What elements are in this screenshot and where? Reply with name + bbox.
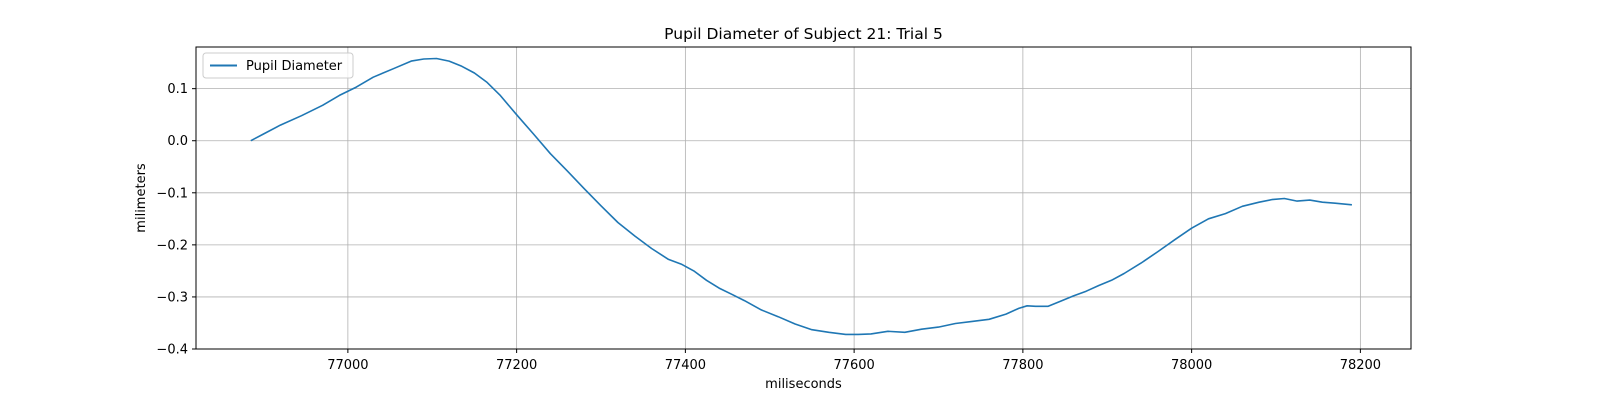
x-tick-label: 77400 [665, 358, 706, 373]
x-tick-label: 78000 [1171, 358, 1212, 373]
series-line-pupil-diameter [250, 57, 1352, 336]
axis-ticks: 77000 77200 77400 77600 77800 78000 78200 0.1 0.… [156, 82, 1381, 373]
y-tick-label: 0.1 [167, 82, 188, 97]
legend-box [202, 52, 354, 79]
x-tick-label: 77000 [327, 358, 368, 373]
y-tick-label: −0.2 [156, 238, 188, 253]
x-tick-label: 78200 [1340, 358, 1381, 373]
x-axis-title: miliseconds [765, 377, 842, 392]
chart-title: Pupil Diameter of Subject 21: Trial 5 [664, 25, 943, 43]
plot-frame [195, 46, 1412, 350]
y-tick-label: 0.0 [167, 134, 188, 149]
legend: Pupil Diameter [202, 52, 354, 79]
x-tick-label: 77600 [833, 358, 874, 373]
x-tick-label: 77800 [1002, 358, 1043, 373]
series-layer [250, 57, 1352, 336]
grid-lines [196, 47, 1411, 350]
x-tick-label: 77200 [496, 358, 537, 373]
legend-label: Pupil Diameter [246, 59, 343, 74]
y-tick-label: −0.4 [156, 343, 188, 358]
y-tick-label: −0.3 [156, 290, 188, 305]
y-tick-label: −0.1 [156, 186, 188, 201]
y-axis-title: milimeters [134, 163, 149, 233]
